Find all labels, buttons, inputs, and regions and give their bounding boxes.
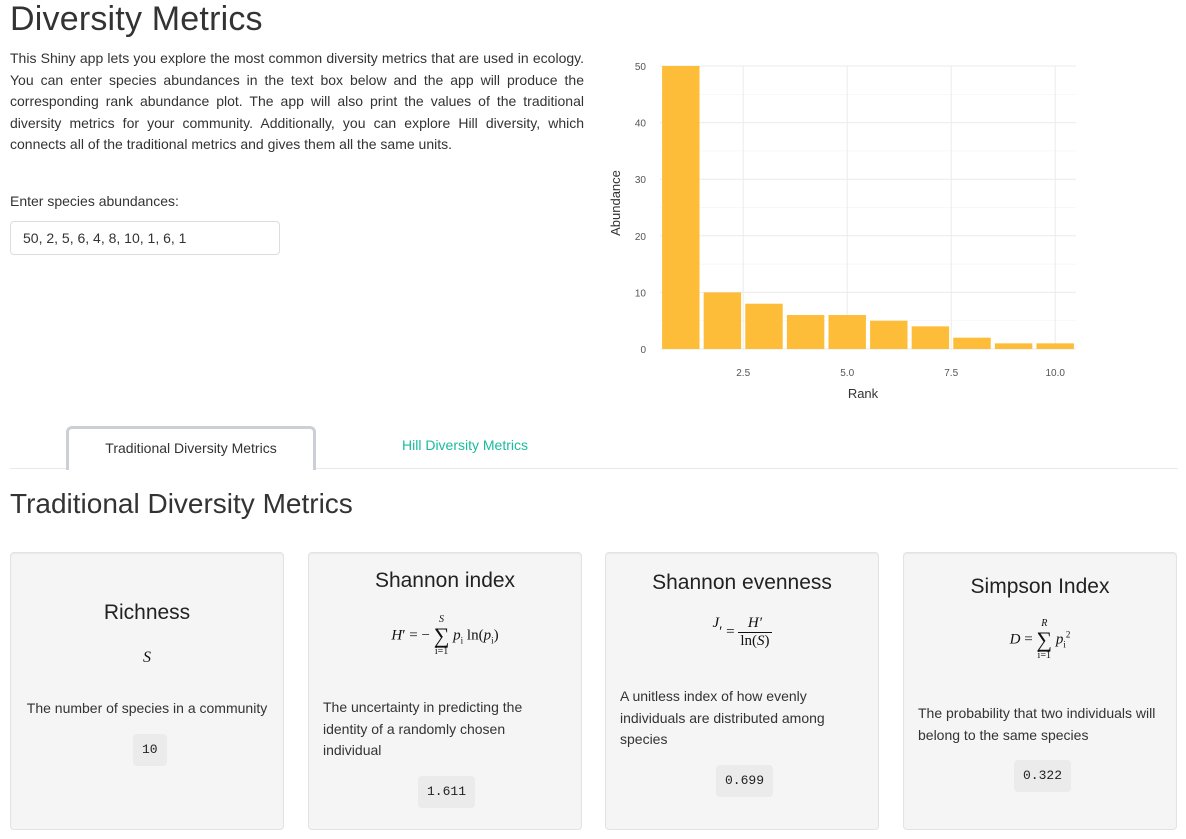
abundance-input[interactable]	[10, 221, 280, 255]
y-tick-labels: 0 10 20 30 40 50	[635, 62, 647, 356]
richness-formula: S	[11, 649, 283, 667]
simpson-index-formula: D = R ∑ i=1 pi2	[1009, 618, 1071, 661]
abundance-label: Enter species abundances:	[10, 193, 179, 209]
chart-bars	[662, 66, 1074, 349]
bar	[703, 292, 742, 349]
y-tick-label: 10	[635, 288, 647, 299]
bar	[870, 320, 908, 349]
x-tick-label: 5.0	[840, 368, 854, 379]
bar	[745, 303, 783, 349]
shannon-index-formula: H′ = − S ∑ i=1 pi ln(pi)	[391, 614, 499, 657]
bar	[953, 337, 991, 349]
bar	[911, 326, 950, 349]
simpson-index-value: 0.322	[1014, 760, 1072, 792]
card-title: Simpson Index	[970, 575, 1110, 598]
x-tick-label: 7.5	[944, 368, 958, 379]
shannon-evenness-card: Shannon evenness J′ = H′ ln(S) A unitless…	[605, 552, 879, 830]
shannon-evenness-value: 0.699	[716, 765, 774, 797]
shannon-index-value: 1.611	[418, 776, 476, 808]
formula-text: S	[143, 649, 151, 666]
bar	[828, 315, 866, 349]
app-title: Diversity Metrics	[10, 0, 263, 38]
card-description: A unitless index of how evenly individua…	[620, 688, 825, 747]
richness-value: 10	[133, 734, 167, 766]
card-title: Shannon index	[374, 569, 516, 592]
x-tick-label: 10.0	[1045, 368, 1065, 379]
metrics-tabs: Traditional Diversity Metrics Hill Diver…	[10, 424, 1178, 470]
card-description: The number of species in a community	[26, 700, 268, 716]
bar	[994, 343, 1033, 349]
x-tick-label: 2.5	[736, 368, 750, 379]
y-tick-label: 0	[640, 345, 646, 356]
bar	[662, 66, 700, 349]
richness-card: Richness S The number of species in a co…	[10, 552, 284, 830]
y-tick-label: 50	[635, 62, 647, 73]
card-description: The probability that two individuals wil…	[918, 705, 1156, 743]
tab-traditional-diversity-metrics[interactable]: Traditional Diversity Metrics	[66, 426, 316, 470]
y-tick-label: 40	[635, 119, 647, 130]
chart-grid	[660, 65, 1076, 350]
x-axis-label: Rank	[848, 386, 879, 401]
card-title: Shannon evenness	[652, 571, 832, 594]
rank-abundance-chart: 0 10 20 30 40 50 2.5 5.0 7.5 10.0 Rank Abundance	[608, 62, 1076, 401]
shannon-index-card: Shannon index H′ = − S ∑ i=1 pi ln(pi) The…	[308, 552, 582, 830]
section-title: Traditional Diversity Metrics	[10, 488, 353, 519]
y-tick-label: 20	[635, 232, 647, 243]
x-tick-labels: 2.5 5.0 7.5 10.0	[736, 368, 1065, 379]
bar	[786, 315, 825, 349]
y-axis-label: Abundance	[608, 170, 623, 236]
y-tick-label: 30	[635, 175, 647, 186]
shannon-evenness-formula: J′ = H′ ln(S)	[712, 615, 772, 649]
intro-text: This Shiny app lets you explore the most…	[10, 50, 584, 152]
tab-hill-diversity-metrics[interactable]: Hill Diversity Metrics	[402, 437, 528, 453]
card-title: Richness	[103, 601, 191, 624]
simpson-index-card: Simpson Index D = R ∑ i=1 pi2 The probabil…	[903, 552, 1177, 830]
card-description: The uncertainty in predicting the identi…	[323, 699, 523, 758]
bar	[1036, 343, 1074, 349]
